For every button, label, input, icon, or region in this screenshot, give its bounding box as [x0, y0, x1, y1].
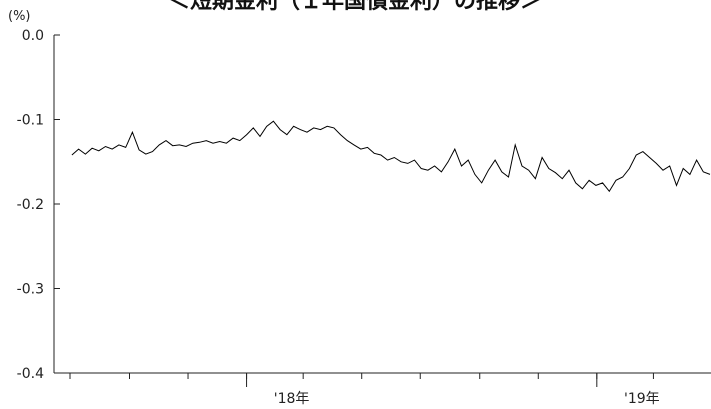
y-tick-label: 0.0	[22, 28, 44, 44]
y-tick-label: -0.4	[17, 366, 44, 382]
y-tick-label: -0.1	[17, 113, 44, 129]
y-tick-label: -0.2	[17, 197, 44, 213]
x-tick-label: '19年	[624, 391, 660, 407]
chart-title: ＜短期金利（１年国債金利）の推移＞	[168, 0, 542, 14]
y-tick-label: -0.3	[17, 282, 44, 298]
series-line	[71, 120, 711, 193]
x-tick-label: '18年	[274, 391, 310, 407]
y-axis-ticks: 0.0 -0.1 -0.2 -0.3 -0.4	[17, 28, 60, 382]
x-axis-ticks: '18年 '19年	[69, 373, 660, 407]
y-unit-label: (%)	[8, 9, 31, 24]
